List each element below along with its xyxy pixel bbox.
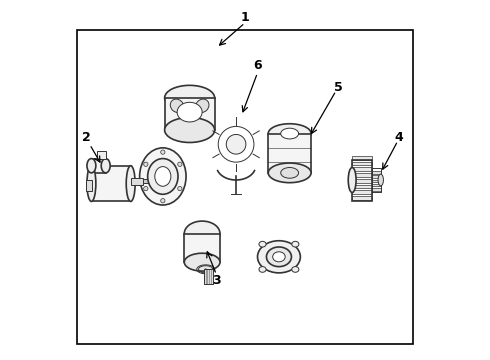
- Bar: [268, 134, 311, 173]
- Ellipse shape: [272, 252, 285, 262]
- Bar: [352, 185, 372, 188]
- Ellipse shape: [378, 174, 383, 186]
- Ellipse shape: [268, 163, 311, 183]
- Ellipse shape: [165, 85, 215, 111]
- Ellipse shape: [348, 167, 356, 193]
- Ellipse shape: [87, 158, 96, 173]
- Bar: [352, 162, 372, 165]
- Bar: [352, 167, 372, 171]
- Text: 1: 1: [241, 11, 249, 24]
- Ellipse shape: [126, 166, 135, 202]
- Bar: [131, 178, 143, 185]
- Ellipse shape: [165, 117, 215, 143]
- Ellipse shape: [218, 126, 254, 162]
- Text: 5: 5: [334, 81, 342, 94]
- Bar: [372, 175, 381, 178]
- Text: 3: 3: [212, 274, 220, 287]
- Ellipse shape: [268, 124, 311, 143]
- Bar: [372, 168, 381, 192]
- Bar: [372, 180, 381, 182]
- Text: 4: 4: [394, 131, 403, 144]
- Ellipse shape: [87, 166, 96, 202]
- Bar: [372, 188, 381, 191]
- Ellipse shape: [161, 199, 165, 203]
- Ellipse shape: [147, 158, 178, 194]
- Ellipse shape: [259, 241, 266, 247]
- Ellipse shape: [258, 241, 300, 273]
- FancyBboxPatch shape: [77, 30, 413, 344]
- Bar: [165, 98, 215, 130]
- Bar: [352, 190, 372, 194]
- Bar: [92, 158, 106, 173]
- Bar: [184, 234, 220, 262]
- Ellipse shape: [144, 162, 148, 166]
- Ellipse shape: [101, 158, 110, 173]
- Text: 2: 2: [82, 131, 91, 144]
- Ellipse shape: [161, 150, 165, 154]
- Bar: [92, 166, 131, 202]
- Bar: [97, 152, 106, 158]
- Bar: [352, 159, 372, 201]
- Ellipse shape: [177, 102, 202, 122]
- Ellipse shape: [144, 186, 148, 191]
- Ellipse shape: [267, 247, 292, 267]
- Bar: [352, 173, 372, 177]
- Ellipse shape: [140, 148, 186, 205]
- Text: 6: 6: [253, 59, 262, 72]
- Bar: [352, 196, 372, 200]
- Bar: [143, 179, 150, 183]
- Ellipse shape: [184, 221, 220, 246]
- Bar: [204, 269, 213, 284]
- Ellipse shape: [226, 134, 246, 154]
- Ellipse shape: [259, 266, 266, 272]
- Bar: [86, 180, 93, 191]
- Ellipse shape: [220, 128, 252, 160]
- Ellipse shape: [292, 266, 299, 272]
- Ellipse shape: [178, 186, 182, 191]
- Ellipse shape: [292, 241, 299, 247]
- Ellipse shape: [281, 167, 298, 178]
- Bar: [372, 171, 381, 174]
- Bar: [372, 184, 381, 186]
- Ellipse shape: [281, 128, 298, 139]
- Ellipse shape: [155, 167, 171, 186]
- Ellipse shape: [178, 162, 182, 166]
- Ellipse shape: [196, 99, 209, 113]
- Ellipse shape: [171, 99, 184, 113]
- Bar: [352, 179, 372, 183]
- Bar: [352, 156, 372, 159]
- Ellipse shape: [184, 253, 220, 271]
